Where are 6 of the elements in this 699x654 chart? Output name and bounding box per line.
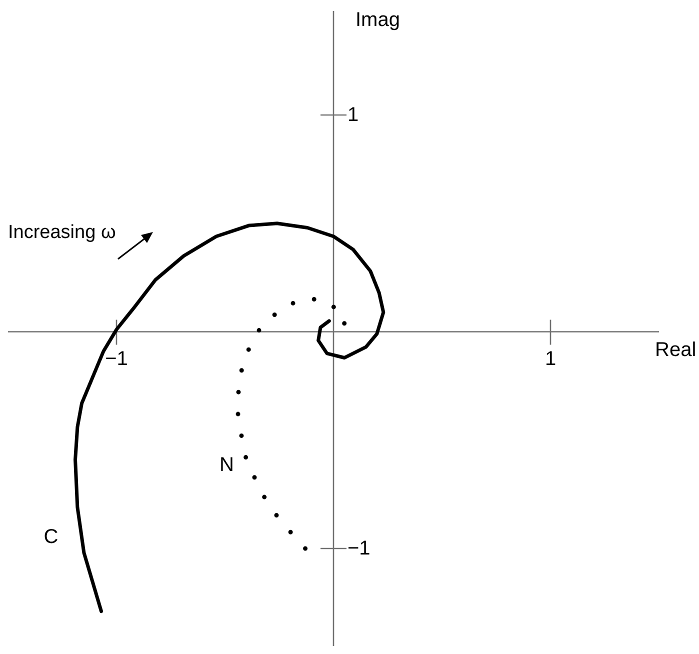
line-series bbox=[236, 296, 347, 551]
series-label: C bbox=[44, 526, 58, 548]
annotation: Increasing ω bbox=[8, 222, 116, 242]
y-axis-title: Imag bbox=[356, 9, 400, 31]
x-axis-title: Real bbox=[655, 338, 696, 361]
series-label: N bbox=[219, 454, 234, 476]
